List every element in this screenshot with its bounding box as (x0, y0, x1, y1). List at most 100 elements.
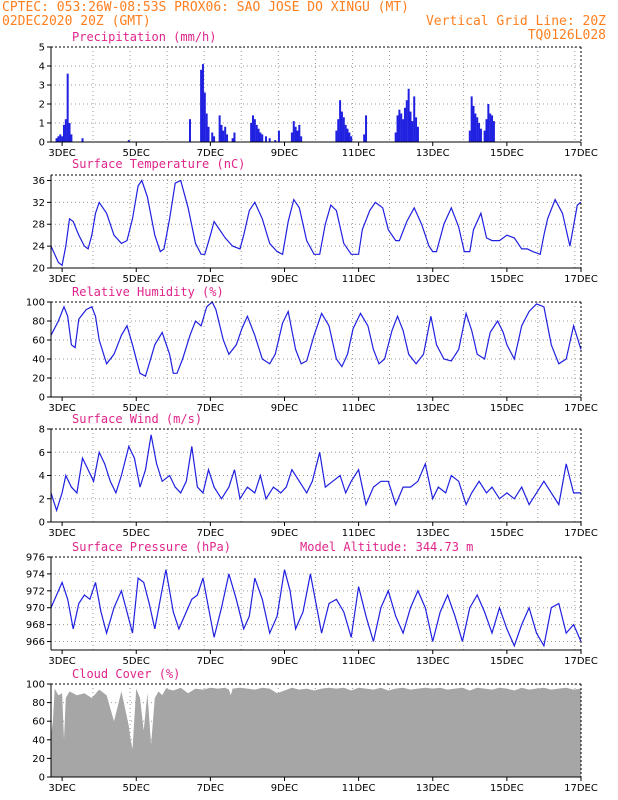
x-tick-label: 3DEC (48, 783, 75, 794)
precip-bar (250, 123, 253, 142)
header-date: 02DEC2020 20Z (GMT) (2, 14, 151, 29)
x-tick-label: 17DEC (564, 528, 598, 539)
precip-bar (344, 124, 347, 142)
x-tick-label: 13DEC (416, 274, 450, 285)
precip-bar (403, 107, 406, 142)
wind-title: Surface Wind (m/s) (72, 412, 202, 426)
precip-bar (224, 126, 227, 142)
temp-panel: 20 24 28 32 36 3DEC 5DEC 7DEC 9DEC 11DEC 13DEC 15DE… (32, 174, 598, 285)
precip-bar (294, 126, 297, 142)
precip-bar (218, 115, 221, 142)
precip-bar (66, 73, 69, 142)
y-tick-label: 20 (32, 374, 45, 385)
precip-bar (251, 115, 254, 142)
precip-bar (413, 96, 416, 142)
x-tick-label: 13DEC (416, 148, 450, 159)
x-tick-label: 9DEC (271, 528, 298, 539)
x-tick-label: 7DEC (197, 528, 224, 539)
y-tick-label: 2 (39, 494, 45, 505)
x-tick-label: 5DEC (123, 528, 150, 539)
precip-bar (213, 136, 216, 142)
y-tick-label: 974 (26, 569, 45, 580)
precip-bar (255, 124, 258, 142)
y-tick-label: 1 (39, 119, 45, 130)
y-tick-label: 0 (39, 773, 45, 784)
y-tick-label: 80 (32, 317, 45, 328)
y-tick-label: 32 (32, 198, 45, 209)
x-tick-label: 15DEC (490, 403, 524, 414)
pressure-title: Surface Pressure (hPa) (72, 540, 231, 554)
precip-bar (201, 64, 204, 142)
precip-bar (203, 92, 206, 142)
precip-bar (261, 134, 264, 142)
precip-bar (483, 130, 486, 142)
x-tick-label: 13DEC (416, 403, 450, 414)
precip-bar (277, 130, 280, 142)
y-tick-label: 972 (26, 586, 45, 597)
precip-bar (64, 119, 67, 142)
precip-bar (231, 138, 234, 142)
x-tick-label: 11DEC (342, 656, 376, 667)
precip-bar (405, 100, 408, 142)
x-tick-label: 9DEC (271, 403, 298, 414)
precip-bar (253, 119, 256, 142)
precip-bar (350, 136, 353, 142)
precip-bar (416, 126, 419, 142)
y-tick-label: 0 (39, 518, 45, 529)
x-tick-label: 7DEC (197, 274, 224, 285)
y-tick-label: 28 (32, 220, 45, 231)
x-tick-label: 13DEC (416, 528, 450, 539)
x-tick-label: 5DEC (123, 274, 150, 285)
x-tick-label: 7DEC (197, 783, 224, 794)
precip-bar (402, 119, 405, 142)
precip-bar (233, 132, 236, 142)
cloud-area (51, 687, 581, 777)
x-tick-label: 5DEC (123, 656, 150, 667)
y-tick-label: 3 (39, 81, 45, 92)
pres-series-line (50, 569, 582, 648)
y-tick-label: 966 (26, 637, 45, 648)
precip-bar (470, 96, 473, 142)
x-tick-label: 11DEC (342, 274, 376, 285)
precip-bar (491, 115, 494, 142)
precip-bar (478, 123, 481, 142)
precip-bar (415, 117, 418, 142)
y-tick-label: 0 (39, 393, 45, 404)
header-grid-note: Vertical Grid Line: 20Z (426, 14, 606, 29)
x-tick-label: 5DEC (123, 783, 150, 794)
y-tick-label: 970 (26, 603, 45, 614)
precip-bar (222, 130, 225, 142)
precip-panel: 0 1 2 3 4 5 3DEC 5DEC 7DEC 9DEC 11DEC 13DEC 15DEC 17D… (39, 43, 598, 160)
x-tick-label: 13DEC (416, 656, 450, 667)
temp-series-line (50, 179, 582, 267)
precip-bar (400, 113, 403, 142)
y-tick-label: 100 (26, 298, 45, 309)
y-tick-label: 40 (32, 355, 45, 366)
x-tick-label: 3DEC (48, 148, 75, 159)
x-tick-label: 7DEC (197, 656, 224, 667)
x-tick-label: 17DEC (564, 148, 598, 159)
precip-bar (335, 130, 338, 142)
precip-bar (492, 121, 495, 142)
precip-bar (339, 100, 342, 142)
x-tick-label: 15DEC (490, 148, 524, 159)
precip-bar (220, 124, 223, 142)
precip-bar (61, 136, 64, 142)
wind-panel: 0 2 4 6 8 3DEC 5DEC 7DEC 9DEC 11DEC 13DEC 15DEC 17DE… (39, 425, 598, 540)
precip-bar (264, 136, 267, 142)
cloud-panel: 0 20 40 60 80 100 3DEC 5DEC 7DEC 9DEC 11DEC 13DEC 15… (26, 680, 598, 795)
y-tick-label: 4 (39, 471, 45, 482)
x-tick-label: 9DEC (271, 274, 298, 285)
y-tick-label: 0 (39, 138, 45, 149)
precip-bar (81, 138, 84, 142)
header-model-code: TQ0126L028 (528, 28, 606, 43)
x-tick-label: 3DEC (48, 403, 75, 414)
pres-panel: 966 968 970 972 974 976 3DEC 5DEC 7DEC 9DEC 11DEC 1… (26, 553, 598, 668)
precip-bar (292, 121, 295, 142)
y-tick-label: 6 (39, 448, 45, 459)
precip-bar (127, 140, 130, 142)
y-tick-label: 100 (26, 680, 45, 691)
precip-bar (257, 128, 260, 142)
x-tick-label: 17DEC (564, 656, 598, 667)
y-tick-label: 2 (39, 100, 45, 111)
